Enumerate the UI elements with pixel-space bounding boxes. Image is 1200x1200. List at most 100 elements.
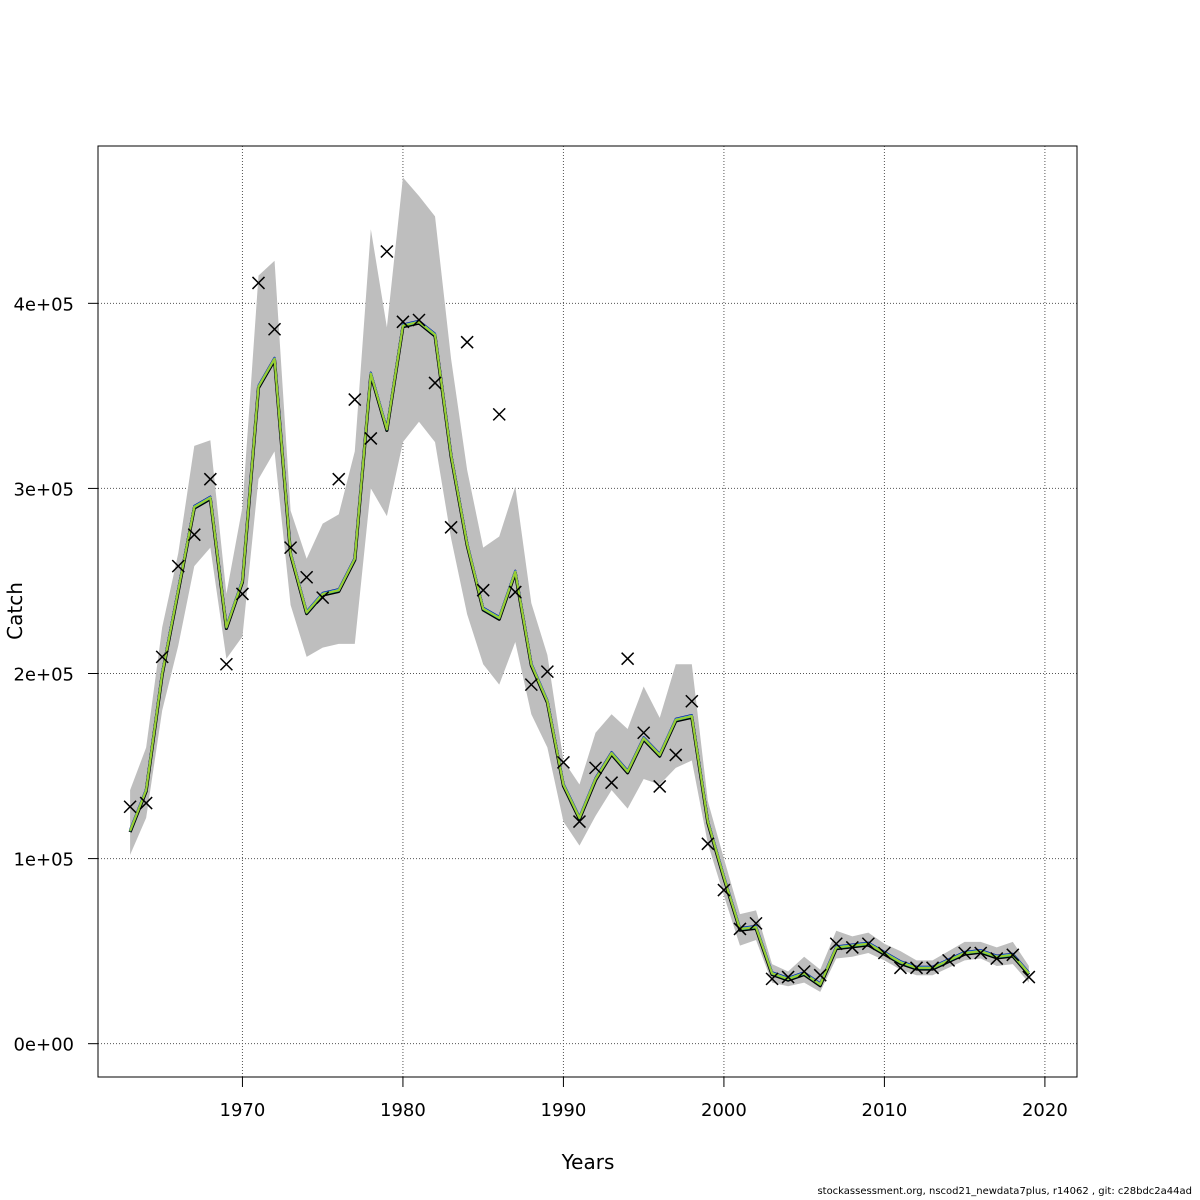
observed-point-stroke-b bbox=[877, 946, 891, 960]
observed-point bbox=[717, 883, 731, 897]
observed-point-stroke-b bbox=[861, 937, 875, 951]
observed-point-stroke-b bbox=[412, 313, 426, 327]
observed-point bbox=[492, 407, 506, 421]
observed-point-stroke-b bbox=[460, 335, 474, 349]
y-axis-title: Catch bbox=[3, 582, 27, 640]
observed-point-stroke-b bbox=[829, 937, 843, 951]
observed-point-stroke-b bbox=[621, 652, 635, 666]
observed-point-stroke-b bbox=[990, 952, 1004, 966]
x-tick-label: 1990 bbox=[541, 1100, 587, 1121]
observed-point-stroke-b bbox=[187, 528, 201, 542]
x-tick-label: 2020 bbox=[1022, 1100, 1068, 1121]
observed-point-stroke-b bbox=[540, 665, 554, 679]
observed-point-stroke-b bbox=[428, 376, 442, 390]
observed-point-stroke-b bbox=[765, 972, 779, 986]
observed-point-stroke-b bbox=[637, 726, 651, 740]
x-axis-title: Years bbox=[561, 1150, 615, 1174]
observed-point bbox=[588, 761, 603, 775]
x-tick-label: 2010 bbox=[862, 1100, 908, 1121]
observed-point bbox=[669, 748, 683, 762]
x-tick-label: 1970 bbox=[220, 1100, 266, 1121]
observed-point-stroke-b bbox=[926, 961, 940, 975]
observed-point bbox=[701, 837, 715, 851]
observed-point-stroke-b bbox=[171, 559, 185, 573]
observed-point bbox=[813, 968, 827, 982]
observed-point-stroke-b bbox=[300, 570, 314, 584]
observed-point bbox=[749, 916, 763, 930]
observed-point-stroke-b bbox=[155, 650, 169, 664]
confidence-band-area bbox=[130, 177, 1029, 992]
observed-point bbox=[123, 800, 137, 814]
observed-point-stroke-b bbox=[701, 837, 715, 851]
observed-point bbox=[380, 244, 394, 259]
observed-point bbox=[781, 970, 795, 984]
observed-point bbox=[460, 335, 474, 349]
y-tick-label: 4e+05 bbox=[13, 294, 74, 315]
observed-point bbox=[861, 937, 875, 951]
estimate-lines bbox=[128, 319, 1031, 988]
observed-point-stroke-b bbox=[348, 393, 362, 407]
observed-point bbox=[235, 587, 249, 601]
observed-point bbox=[251, 276, 266, 290]
observed-point bbox=[829, 937, 843, 951]
observed-point bbox=[637, 726, 651, 740]
observed-point bbox=[958, 946, 972, 960]
observed-point bbox=[893, 961, 907, 975]
observed-point-stroke-b bbox=[813, 968, 827, 982]
observed-point bbox=[203, 472, 217, 486]
observed-point bbox=[765, 972, 779, 986]
observed-point bbox=[685, 694, 699, 708]
y-tick-label: 3e+05 bbox=[13, 479, 74, 500]
y-tick-label: 2e+05 bbox=[13, 665, 74, 686]
observed-point bbox=[396, 315, 410, 329]
observed-point-stroke-b bbox=[219, 657, 233, 671]
observed-point-stroke-b bbox=[588, 761, 603, 775]
confidence-band bbox=[130, 177, 1029, 992]
observed-point-stroke-b bbox=[316, 591, 330, 605]
observed-point bbox=[155, 650, 169, 664]
estimate-line-green bbox=[129, 320, 1030, 986]
observed-point-stroke-b bbox=[524, 678, 538, 692]
axes: 1970 1980 1990 2000 2010 2020 0e+00 1e+05 2e+05 3… bbox=[13, 294, 1067, 1121]
observed-point-stroke-b bbox=[203, 472, 217, 486]
observed-point bbox=[476, 583, 490, 597]
observed-point bbox=[348, 393, 362, 407]
observed-point bbox=[412, 313, 426, 327]
x-tick-label: 2000 bbox=[701, 1100, 747, 1121]
observed-point bbox=[653, 779, 667, 793]
observed-point bbox=[621, 652, 635, 666]
observed-point bbox=[877, 946, 891, 960]
observed-point bbox=[926, 961, 940, 975]
plot-frame bbox=[97, 145, 1078, 1078]
observed-point-stroke-b bbox=[492, 407, 506, 421]
observed-point-stroke-b bbox=[251, 276, 266, 290]
observed-point bbox=[974, 946, 988, 960]
observed-point-stroke-b bbox=[685, 694, 699, 708]
observed-point-stroke-b bbox=[845, 940, 859, 954]
observed-point bbox=[268, 322, 282, 336]
observed-point-stroke-b bbox=[669, 748, 683, 762]
observed-point bbox=[219, 657, 233, 671]
observed-point-stroke-b bbox=[605, 776, 619, 790]
observed-point bbox=[364, 431, 378, 445]
observed-point bbox=[797, 964, 811, 979]
observed-point bbox=[990, 952, 1004, 966]
observed-point-stroke-b bbox=[268, 322, 282, 336]
observed-point-stroke-b bbox=[396, 315, 410, 329]
observed-point-stroke-b bbox=[332, 472, 346, 486]
observed-point bbox=[845, 940, 859, 954]
footer-credit: stockassessment.org, nscod21_newdata7plu… bbox=[817, 1186, 1192, 1197]
observed-point-stroke-b bbox=[508, 585, 522, 599]
observed-point-stroke-b bbox=[942, 953, 956, 967]
observed-point-stroke-b bbox=[139, 796, 153, 810]
observed-point bbox=[1006, 948, 1020, 962]
observed-point bbox=[733, 922, 747, 936]
observed-point bbox=[444, 520, 458, 534]
observed-point-stroke-b bbox=[572, 815, 587, 829]
observed-point-stroke-b bbox=[893, 961, 907, 975]
observed-point bbox=[300, 570, 314, 584]
observed-point bbox=[572, 815, 587, 829]
observed-point-stroke-b bbox=[909, 961, 924, 975]
observed-point-stroke-b bbox=[284, 541, 298, 555]
